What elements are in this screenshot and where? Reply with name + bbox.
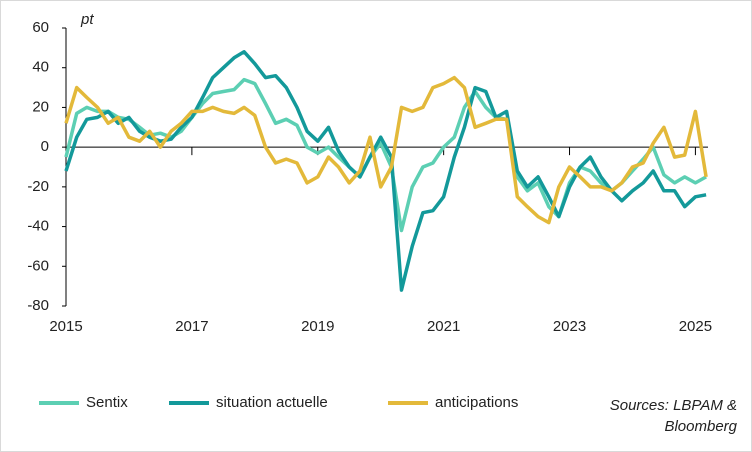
y-tick-label: 60 — [32, 19, 49, 36]
legend-label: anticipations — [435, 394, 518, 411]
y-tick-label: 40 — [32, 59, 49, 76]
y-tick-label: 20 — [32, 98, 49, 115]
y-tick-label: 0 — [41, 138, 49, 155]
x-tick-label: 2023 — [553, 318, 586, 335]
series-line — [64, 50, 707, 292]
y-tick-label: -40 — [27, 218, 49, 235]
x-tick-label: 2015 — [49, 318, 82, 335]
y-tick-label: -60 — [27, 257, 49, 274]
x-tick-label: 2019 — [301, 318, 334, 335]
legend-label: Sentix — [86, 394, 128, 411]
legend-label: situation actuelle — [216, 394, 328, 411]
y-tick-label: -80 — [27, 297, 49, 314]
x-tick-label: 2021 — [427, 318, 460, 335]
y-tick-label: -20 — [27, 178, 49, 195]
series-line — [64, 75, 708, 225]
y-unit: pt — [80, 11, 94, 28]
series-line — [64, 77, 707, 233]
source: Sources: LBPAM & Bloomberg — [609, 397, 737, 435]
x-tick-label: 2017 — [175, 318, 208, 335]
x-tick-label: 2025 — [679, 318, 712, 335]
